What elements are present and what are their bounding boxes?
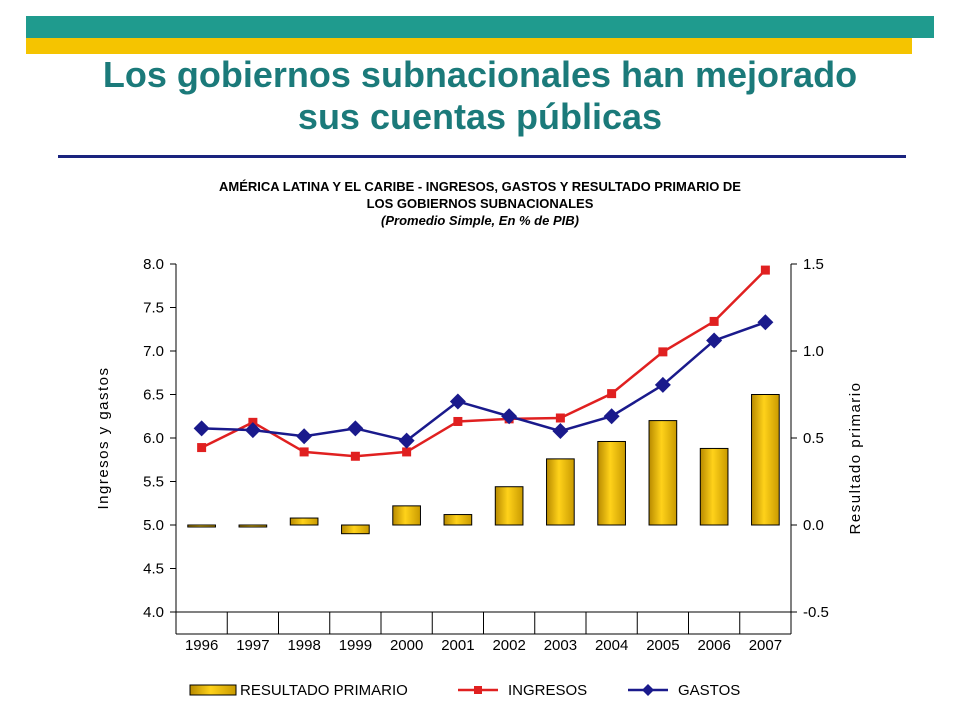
x-tick-label: 1999 [339, 637, 372, 654]
bar-resultado-primario [597, 440, 626, 526]
point-ingresos [709, 316, 719, 326]
x-tick-label: 2006 [697, 637, 730, 654]
chart-title-line2: LOS GOBIERNOS SUBNACIONALES [366, 196, 594, 211]
chart-subtitle: (Promedio Simple, En % de PIB) [381, 213, 579, 228]
x-tick-label: 2002 [492, 637, 525, 654]
left-tick-label: 7.5 [143, 300, 164, 317]
y-axis-left-label: Ingresos y gastos [95, 366, 112, 509]
x-tick-label: 2005 [646, 637, 679, 654]
point-gastos [296, 428, 313, 445]
bar-resultado-primario [648, 420, 678, 526]
header-accent-teal [26, 16, 934, 38]
chart-title: AMÉRICA LATINA Y EL CARIBE - INGRESOS, G… [100, 178, 860, 229]
right-tick-label: 0.5 [803, 430, 824, 447]
left-tick-label: 7.0 [143, 343, 164, 360]
left-tick-label: 8.0 [143, 256, 164, 273]
x-tick-label: 2004 [595, 637, 628, 654]
left-tick-label: 4.5 [143, 561, 164, 578]
slide-title-line2: sus cuentas públicas [297, 96, 663, 137]
bar-resultado-primario [238, 524, 268, 528]
right-tick-label: 1.0 [803, 343, 824, 360]
legend-label-ingresos: INGRESOS [508, 682, 587, 699]
point-gastos [449, 393, 466, 410]
point-ingresos [760, 265, 770, 275]
x-tick-label: 2007 [749, 637, 782, 654]
line-ingresos [201, 269, 767, 458]
left-tick-label: 6.5 [143, 387, 164, 404]
left-tick-label: 5.0 [143, 517, 164, 534]
right-tick-label: -0.5 [803, 604, 829, 621]
line-gastos [201, 321, 766, 442]
legend-swatch-resultado primario [189, 684, 237, 696]
bar-resultado-primario [546, 458, 575, 526]
point-ingresos [658, 347, 668, 357]
bar-resultado-primario [751, 394, 780, 526]
point-gastos [193, 420, 210, 437]
x-tick-label: 2003 [544, 637, 577, 654]
point-gastos [244, 422, 261, 439]
bar-resultado-primario [443, 514, 473, 526]
legend-label-resultado primario: RESULTADO PRIMARIO [240, 682, 408, 699]
point-gastos [501, 408, 518, 425]
header-accent-yellow [26, 38, 912, 54]
point-ingresos [197, 443, 207, 453]
legend-marker-gastos [642, 684, 654, 696]
y-axis-right-label: Resultado primario [847, 382, 864, 535]
point-gastos [706, 332, 723, 349]
left-tick-label: 4.0 [143, 604, 164, 621]
bar-resultado-primario [289, 517, 319, 526]
x-tick-label: 1997 [236, 637, 269, 654]
left-tick-label: 6.0 [143, 430, 164, 447]
left-tick-label: 5.5 [143, 474, 164, 491]
point-gastos [757, 314, 774, 331]
bar-resultado-primario [392, 505, 421, 526]
point-ingresos [402, 447, 412, 457]
point-gastos [603, 408, 620, 425]
slide-title-line1: Los gobiernos subnacionales han mejorado [102, 54, 858, 95]
bar-resultado-primario [187, 524, 216, 528]
chart-title-line1: AMÉRICA LATINA Y EL CARIBE - INGRESOS, G… [219, 179, 741, 194]
x-tick-label: 1996 [185, 637, 218, 654]
x-tick-label: 2000 [390, 637, 423, 654]
right-tick-label: 1.5 [803, 256, 824, 273]
legend-label-gastos: GASTOS [678, 682, 740, 699]
slide-title: Los gobiernos subnacionales han mejorado… [40, 54, 920, 138]
bar-resultado-primario [341, 524, 370, 535]
point-ingresos [607, 389, 617, 399]
point-gastos [552, 423, 569, 440]
right-tick-label: 0.0 [803, 517, 824, 534]
x-tick-label: 1998 [287, 637, 320, 654]
legend-marker-ingresos [474, 686, 482, 694]
point-ingresos [453, 416, 463, 426]
x-tick-label: 2001 [441, 637, 474, 654]
bar-resultado-primario [494, 486, 524, 526]
point-ingresos [555, 413, 565, 423]
point-gastos [347, 420, 364, 437]
point-gastos [654, 376, 671, 393]
point-gastos [398, 432, 415, 449]
bar-resultado-primario [699, 447, 729, 526]
point-ingresos [350, 451, 360, 461]
point-ingresos [299, 447, 309, 457]
title-divider [58, 155, 906, 158]
